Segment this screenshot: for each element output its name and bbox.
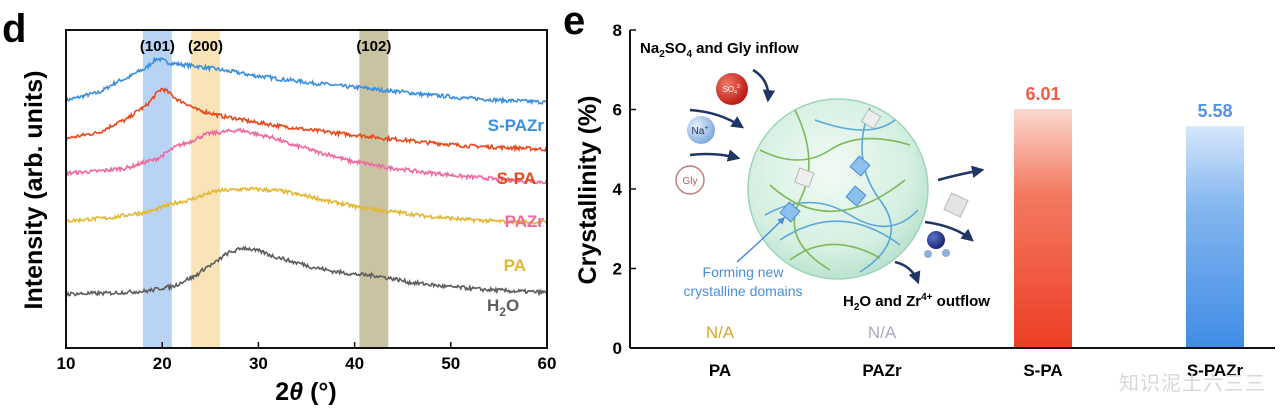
peak-label-101: (101) — [140, 38, 175, 55]
zr-cluster-icon — [860, 108, 882, 130]
curve-h2o — [65, 245, 548, 297]
y-tick-label-8: 8 — [613, 21, 622, 40]
crystalline-domain-icon — [849, 155, 871, 177]
inflow-arrow-3 — [689, 149, 741, 162]
panel-letter-e: e — [563, 0, 585, 43]
outflow-annotation: H2O and Zr4+ outflow — [843, 292, 990, 313]
inflow-arrow-2 — [689, 108, 745, 129]
crystalline-domain-icon — [845, 185, 867, 207]
bar-s-pa — [1014, 109, 1072, 348]
hydrogel-schematic: Na2SO4 and Gly inflow SO42- Na+ Gly Form… — [640, 40, 990, 313]
series-label-pa: PA — [504, 256, 526, 275]
value-label-s-pazr: 5.58 — [1197, 101, 1232, 121]
value-label-pazr: N/A — [868, 323, 897, 342]
polymer-network — [759, 107, 919, 273]
curve-s-pa — [65, 87, 548, 153]
inflow-annotation: Na2SO4 and Gly inflow — [640, 40, 799, 60]
forming-pointer-arrow — [736, 216, 786, 263]
value-label-s-pa: 6.01 — [1025, 84, 1060, 104]
crystalline-domain-icon — [779, 201, 801, 223]
sodium-ion-label: Na+ — [692, 125, 709, 137]
curve-pa — [65, 186, 548, 227]
zr-cluster-icon — [794, 167, 815, 188]
x-axis-title: 2θ (°) — [275, 378, 336, 406]
x-tick-label-20: 20 — [153, 354, 172, 373]
water-h-atom — [942, 249, 950, 257]
sulfate-ion-icon — [716, 73, 748, 105]
x-tick-label-10: 10 — [57, 354, 76, 373]
peak-label-102: (102) — [356, 38, 391, 55]
x-tick-label-40: 40 — [345, 354, 364, 373]
y-tick-label-4: 4 — [613, 180, 623, 199]
y-tick-label-0: 0 — [613, 339, 622, 358]
category-label-pa: PA — [709, 361, 731, 380]
series-labels: S-PAZr S-PA PAZr PA — [488, 116, 545, 275]
zr-ion-icon — [943, 192, 969, 218]
plot-frame-d — [65, 29, 548, 349]
xrd-curves — [65, 56, 548, 297]
sulfate-ion-label: SO42- — [723, 84, 742, 96]
crystallinity-bars — [1014, 109, 1244, 348]
curve-s-pazr — [65, 56, 548, 106]
value-label-pa: N/A — [706, 323, 735, 342]
y-axis-title: Intensity (arb. units) — [20, 71, 48, 310]
glycerol-icon — [675, 165, 705, 195]
category-label-pazr: PAZr — [862, 361, 902, 380]
x-tick-label-30: 30 — [249, 354, 268, 373]
peak-bands: (101) (200) (102) — [140, 30, 391, 348]
x-tick-label-60: 60 — [538, 354, 557, 373]
x-tick-label-50: 50 — [441, 354, 460, 373]
forming-label-line1: Forming new — [703, 264, 785, 280]
curve-pazr — [65, 127, 548, 185]
inflow-arrow-1 — [752, 68, 776, 103]
forming-label-line2: crystalline domains — [683, 283, 802, 299]
panel-letter-d: d — [2, 7, 26, 51]
value-labels: N/A N/A 6.01 5.58 — [706, 84, 1233, 342]
peak-band-102 — [359, 30, 389, 348]
series-label-s-pa: S-PA — [497, 169, 536, 188]
sodium-ion-icon — [687, 116, 715, 144]
outflow-arrow-2 — [924, 220, 974, 242]
water-molecule-icon — [927, 231, 945, 249]
series-label-h2o: H2O — [487, 296, 519, 319]
bar-s-pazr — [1186, 126, 1244, 348]
peak-band-101 — [142, 30, 172, 348]
glycerol-label: Gly — [683, 176, 698, 187]
category-labels: PA PAZr S-PA S-PAZr — [709, 361, 1244, 380]
y-tick-label-6: 6 — [613, 101, 622, 120]
water-h-atom — [924, 250, 932, 258]
peak-label-200: (200) — [188, 38, 223, 55]
category-label-s-pazr: S-PAZr — [1187, 361, 1244, 380]
y-axis-title-e: Crystallinity (%) — [574, 96, 602, 285]
peak-band-200 — [191, 30, 220, 348]
y-tick-label-2: 2 — [613, 260, 622, 279]
outflow-arrow-1 — [937, 165, 985, 182]
series-label-s-pazr: S-PAZr — [488, 116, 545, 135]
watermark: 知识泥土六三三 — [1119, 371, 1266, 395]
x-axis-ticks: 10 20 30 40 50 60 — [57, 342, 557, 373]
series-label-pazr: PAZr — [505, 212, 545, 231]
y-axis-ticks-e: 0 2 4 6 8 — [613, 21, 636, 358]
category-label-s-pa: S-PA — [1023, 361, 1062, 380]
outflow-arrow-3 — [894, 260, 921, 285]
